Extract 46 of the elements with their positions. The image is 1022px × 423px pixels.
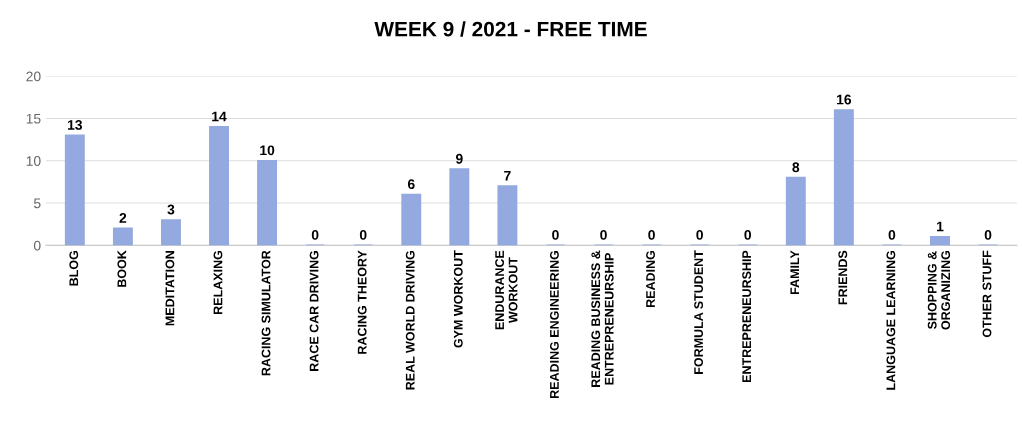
data-label: 0 xyxy=(600,229,607,240)
data-label: 1 xyxy=(937,221,944,232)
x-tick-label: GYM WORKOUT xyxy=(453,250,463,348)
data-label: 7 xyxy=(504,170,511,181)
data-label: 0 xyxy=(552,229,559,240)
x-tick-label: RELAXING xyxy=(213,250,223,314)
x-tick-label: READING ENGINEERING xyxy=(549,250,559,398)
y-tick-label: 0 xyxy=(33,240,41,251)
x-tick-label: BOOK xyxy=(117,250,127,287)
x-tick-label: BLOG xyxy=(69,250,79,286)
x-tick-label: READING BUSINESS & ENTREPRENEURSHIP xyxy=(591,250,614,387)
x-tick-label: FRIENDS xyxy=(838,250,848,305)
data-label: 0 xyxy=(888,229,896,240)
x-tick-label: RACING THEORY xyxy=(357,250,367,354)
y-tick-label: 20 xyxy=(26,71,41,82)
data-label: 0 xyxy=(984,229,992,240)
data-label: 0 xyxy=(311,229,319,240)
data-label: 16 xyxy=(837,94,852,105)
x-tick-label: ENDURANCE WORKOUT xyxy=(495,250,518,330)
data-label: 0 xyxy=(359,229,367,240)
x-tick-label: ENTREPRENEURSHIP xyxy=(742,250,752,383)
y-tick-label: 15 xyxy=(26,113,41,124)
x-tick-label: READING xyxy=(646,250,655,308)
x-tick-label: LANGUAGE LEARNING xyxy=(886,250,896,390)
x-tick-label: RACING SIMULATOR xyxy=(261,250,271,376)
data-label: 10 xyxy=(260,145,275,156)
data-label: 9 xyxy=(455,153,463,164)
data-label: 8 xyxy=(792,162,800,173)
chart-title: WEEK 9 / 2021 - FREE TIME xyxy=(374,21,647,37)
y-tick-label: 10 xyxy=(26,156,41,166)
data-label: 3 xyxy=(167,204,175,215)
data-label: 0 xyxy=(648,229,655,240)
x-tick-label: MEDITATION xyxy=(165,251,175,326)
x-tick-label: RACE CAR DRIVING xyxy=(309,250,319,371)
x-tick-label: FAMILY xyxy=(790,250,800,295)
x-tick-label: OTHER STUFF xyxy=(982,250,992,338)
x-tick-label: SHOPPING & ORGANIZING xyxy=(927,250,951,330)
data-label: 0 xyxy=(696,229,703,240)
data-label: 6 xyxy=(407,179,415,190)
y-tick-label: 5 xyxy=(33,198,41,209)
x-tick-label: FORMULA STUDENT xyxy=(694,250,704,374)
x-tick-label: REAL WORLD DRIVING xyxy=(405,250,415,390)
data-label: 13 xyxy=(67,120,83,130)
data-label: 2 xyxy=(119,213,127,223)
data-label: 14 xyxy=(212,111,227,122)
data-label: 0 xyxy=(744,229,752,240)
